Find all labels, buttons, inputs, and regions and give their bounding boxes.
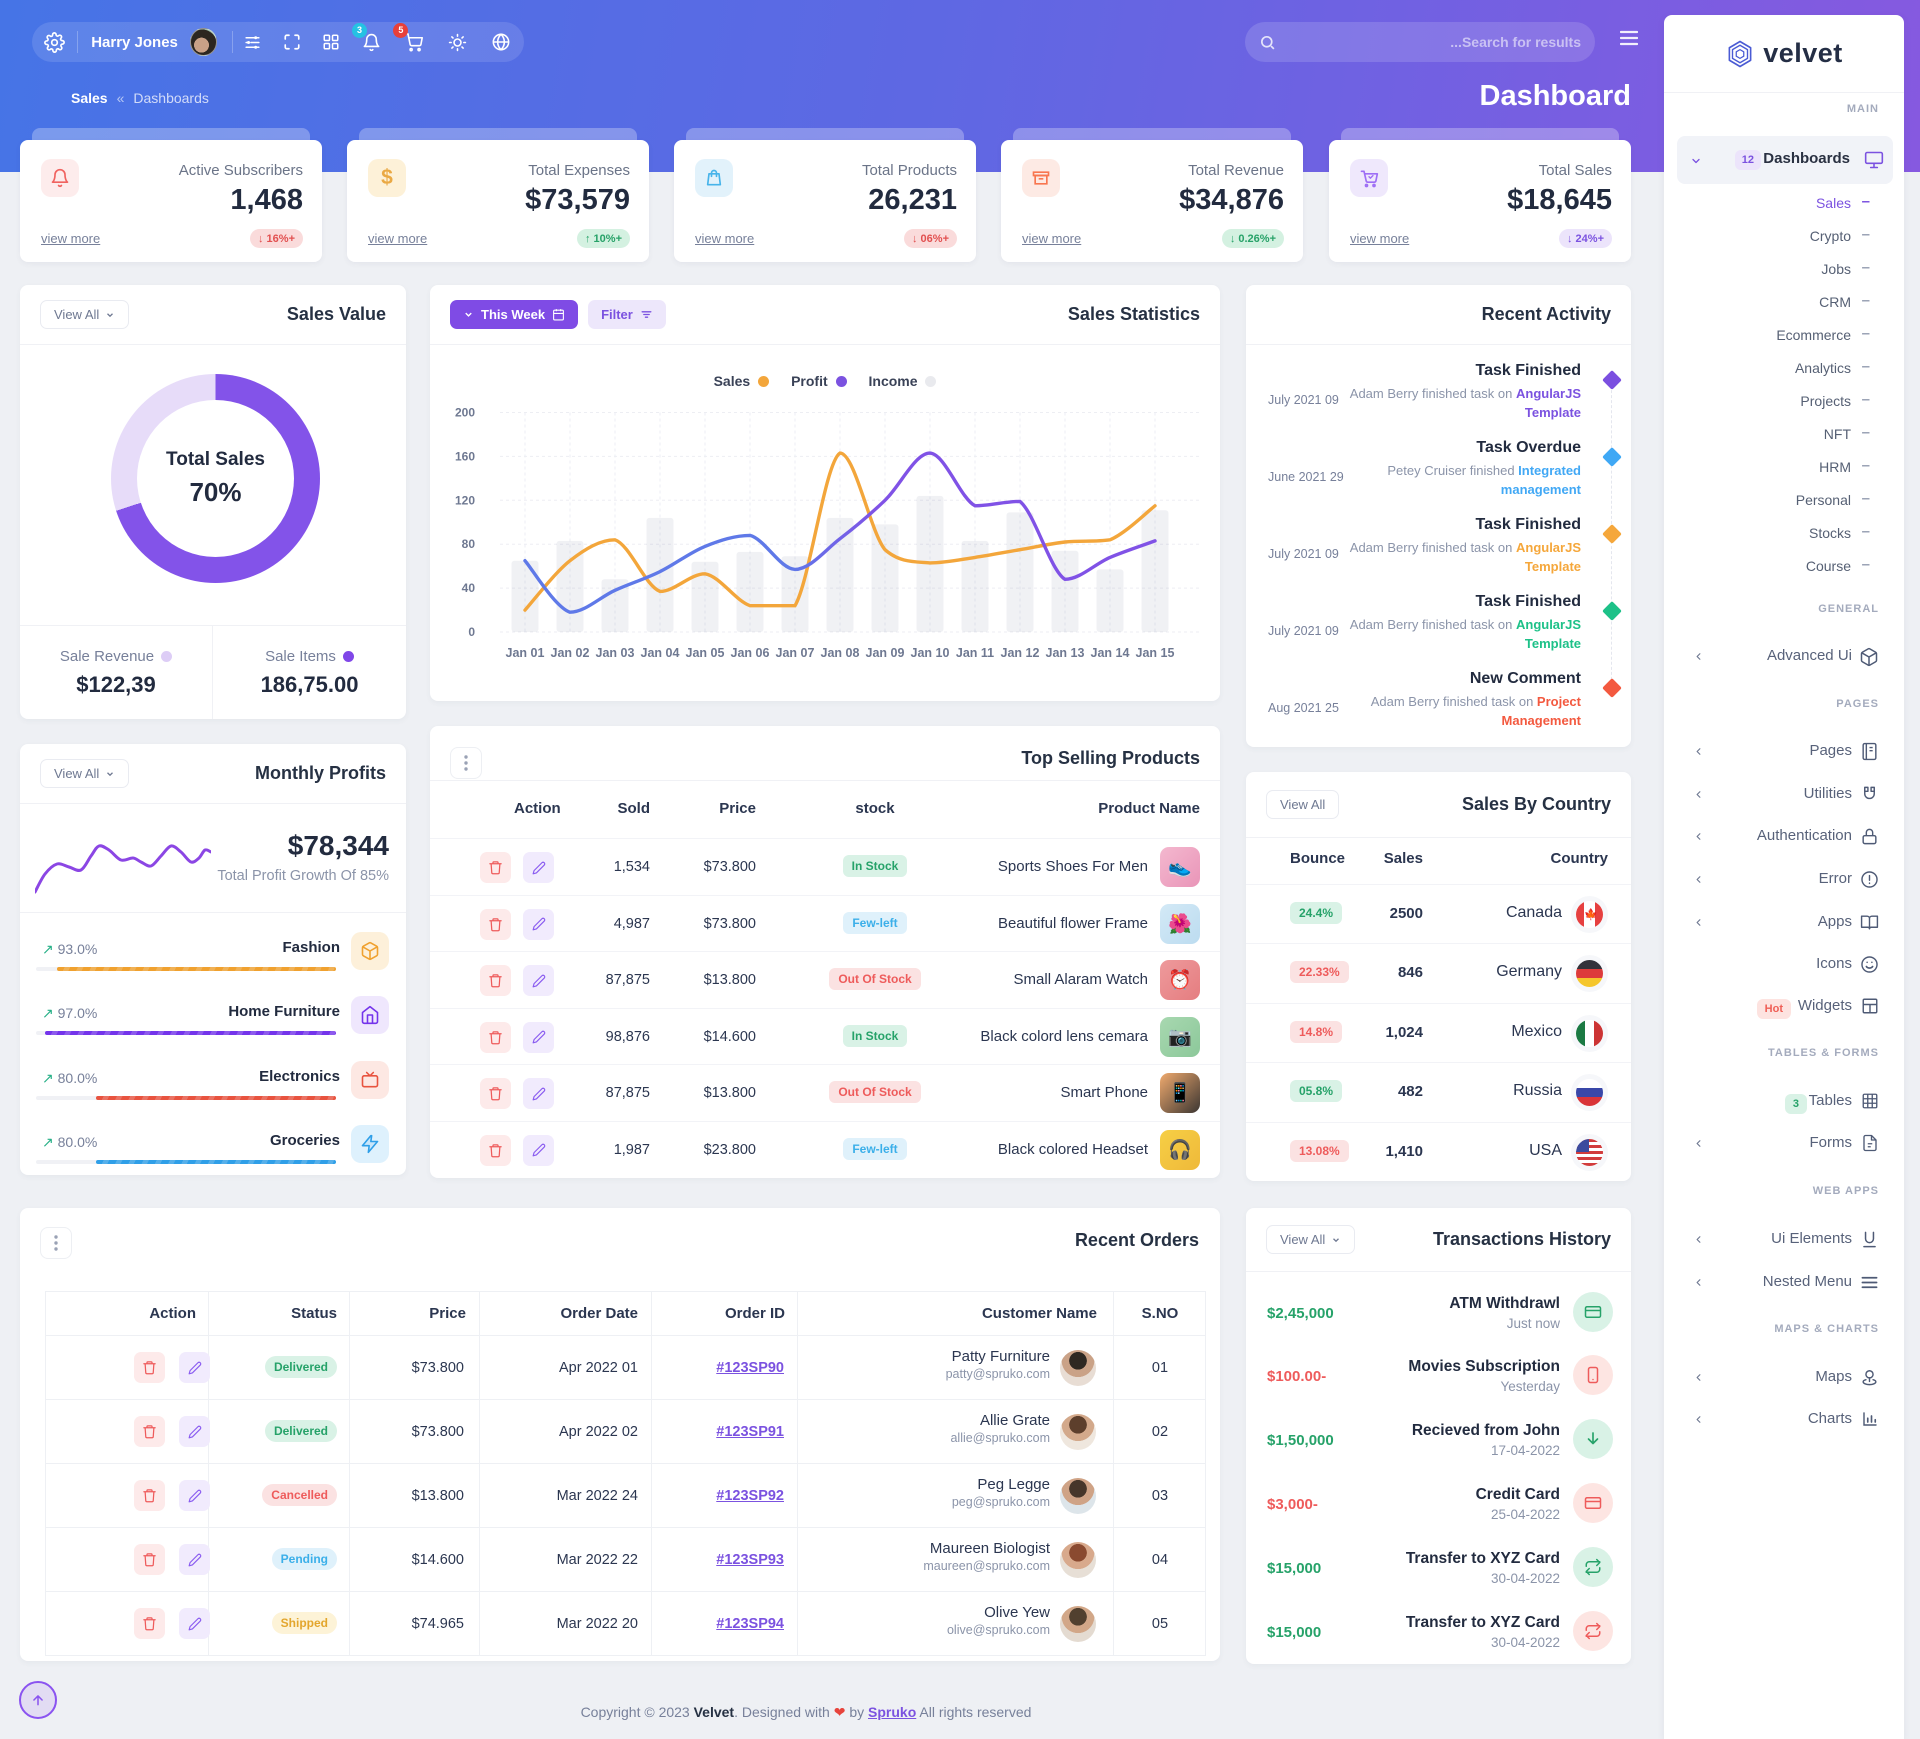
svg-text:200: 200: [455, 406, 475, 420]
svg-text:Jan 13: Jan 13: [1046, 646, 1085, 660]
svg-text:Jan 02: Jan 02: [551, 646, 590, 660]
svg-text:Jan 10: Jan 10: [911, 646, 950, 660]
svg-text:Jan 01: Jan 01: [506, 646, 545, 660]
svg-text:160: 160: [455, 449, 475, 463]
svg-text:Jan 05: Jan 05: [686, 646, 725, 660]
svg-text:Jan 12: Jan 12: [1001, 646, 1040, 660]
svg-text:40: 40: [462, 581, 476, 595]
svg-text:Jan 03: Jan 03: [596, 646, 635, 660]
svg-text:Jan 14: Jan 14: [1091, 646, 1130, 660]
svg-text:Jan 11: Jan 11: [956, 646, 994, 660]
svg-text:Jan 07: Jan 07: [776, 646, 815, 660]
svg-text:Jan 15: Jan 15: [1136, 646, 1175, 660]
svg-text:120: 120: [455, 493, 475, 507]
svg-text:0: 0: [468, 625, 475, 639]
svg-text:Jan 08: Jan 08: [821, 646, 860, 660]
svg-text:Jan 04: Jan 04: [641, 646, 680, 660]
svg-text:Jan 06: Jan 06: [731, 646, 770, 660]
svg-text:80: 80: [462, 537, 476, 551]
svg-text:Jan 09: Jan 09: [866, 646, 905, 660]
